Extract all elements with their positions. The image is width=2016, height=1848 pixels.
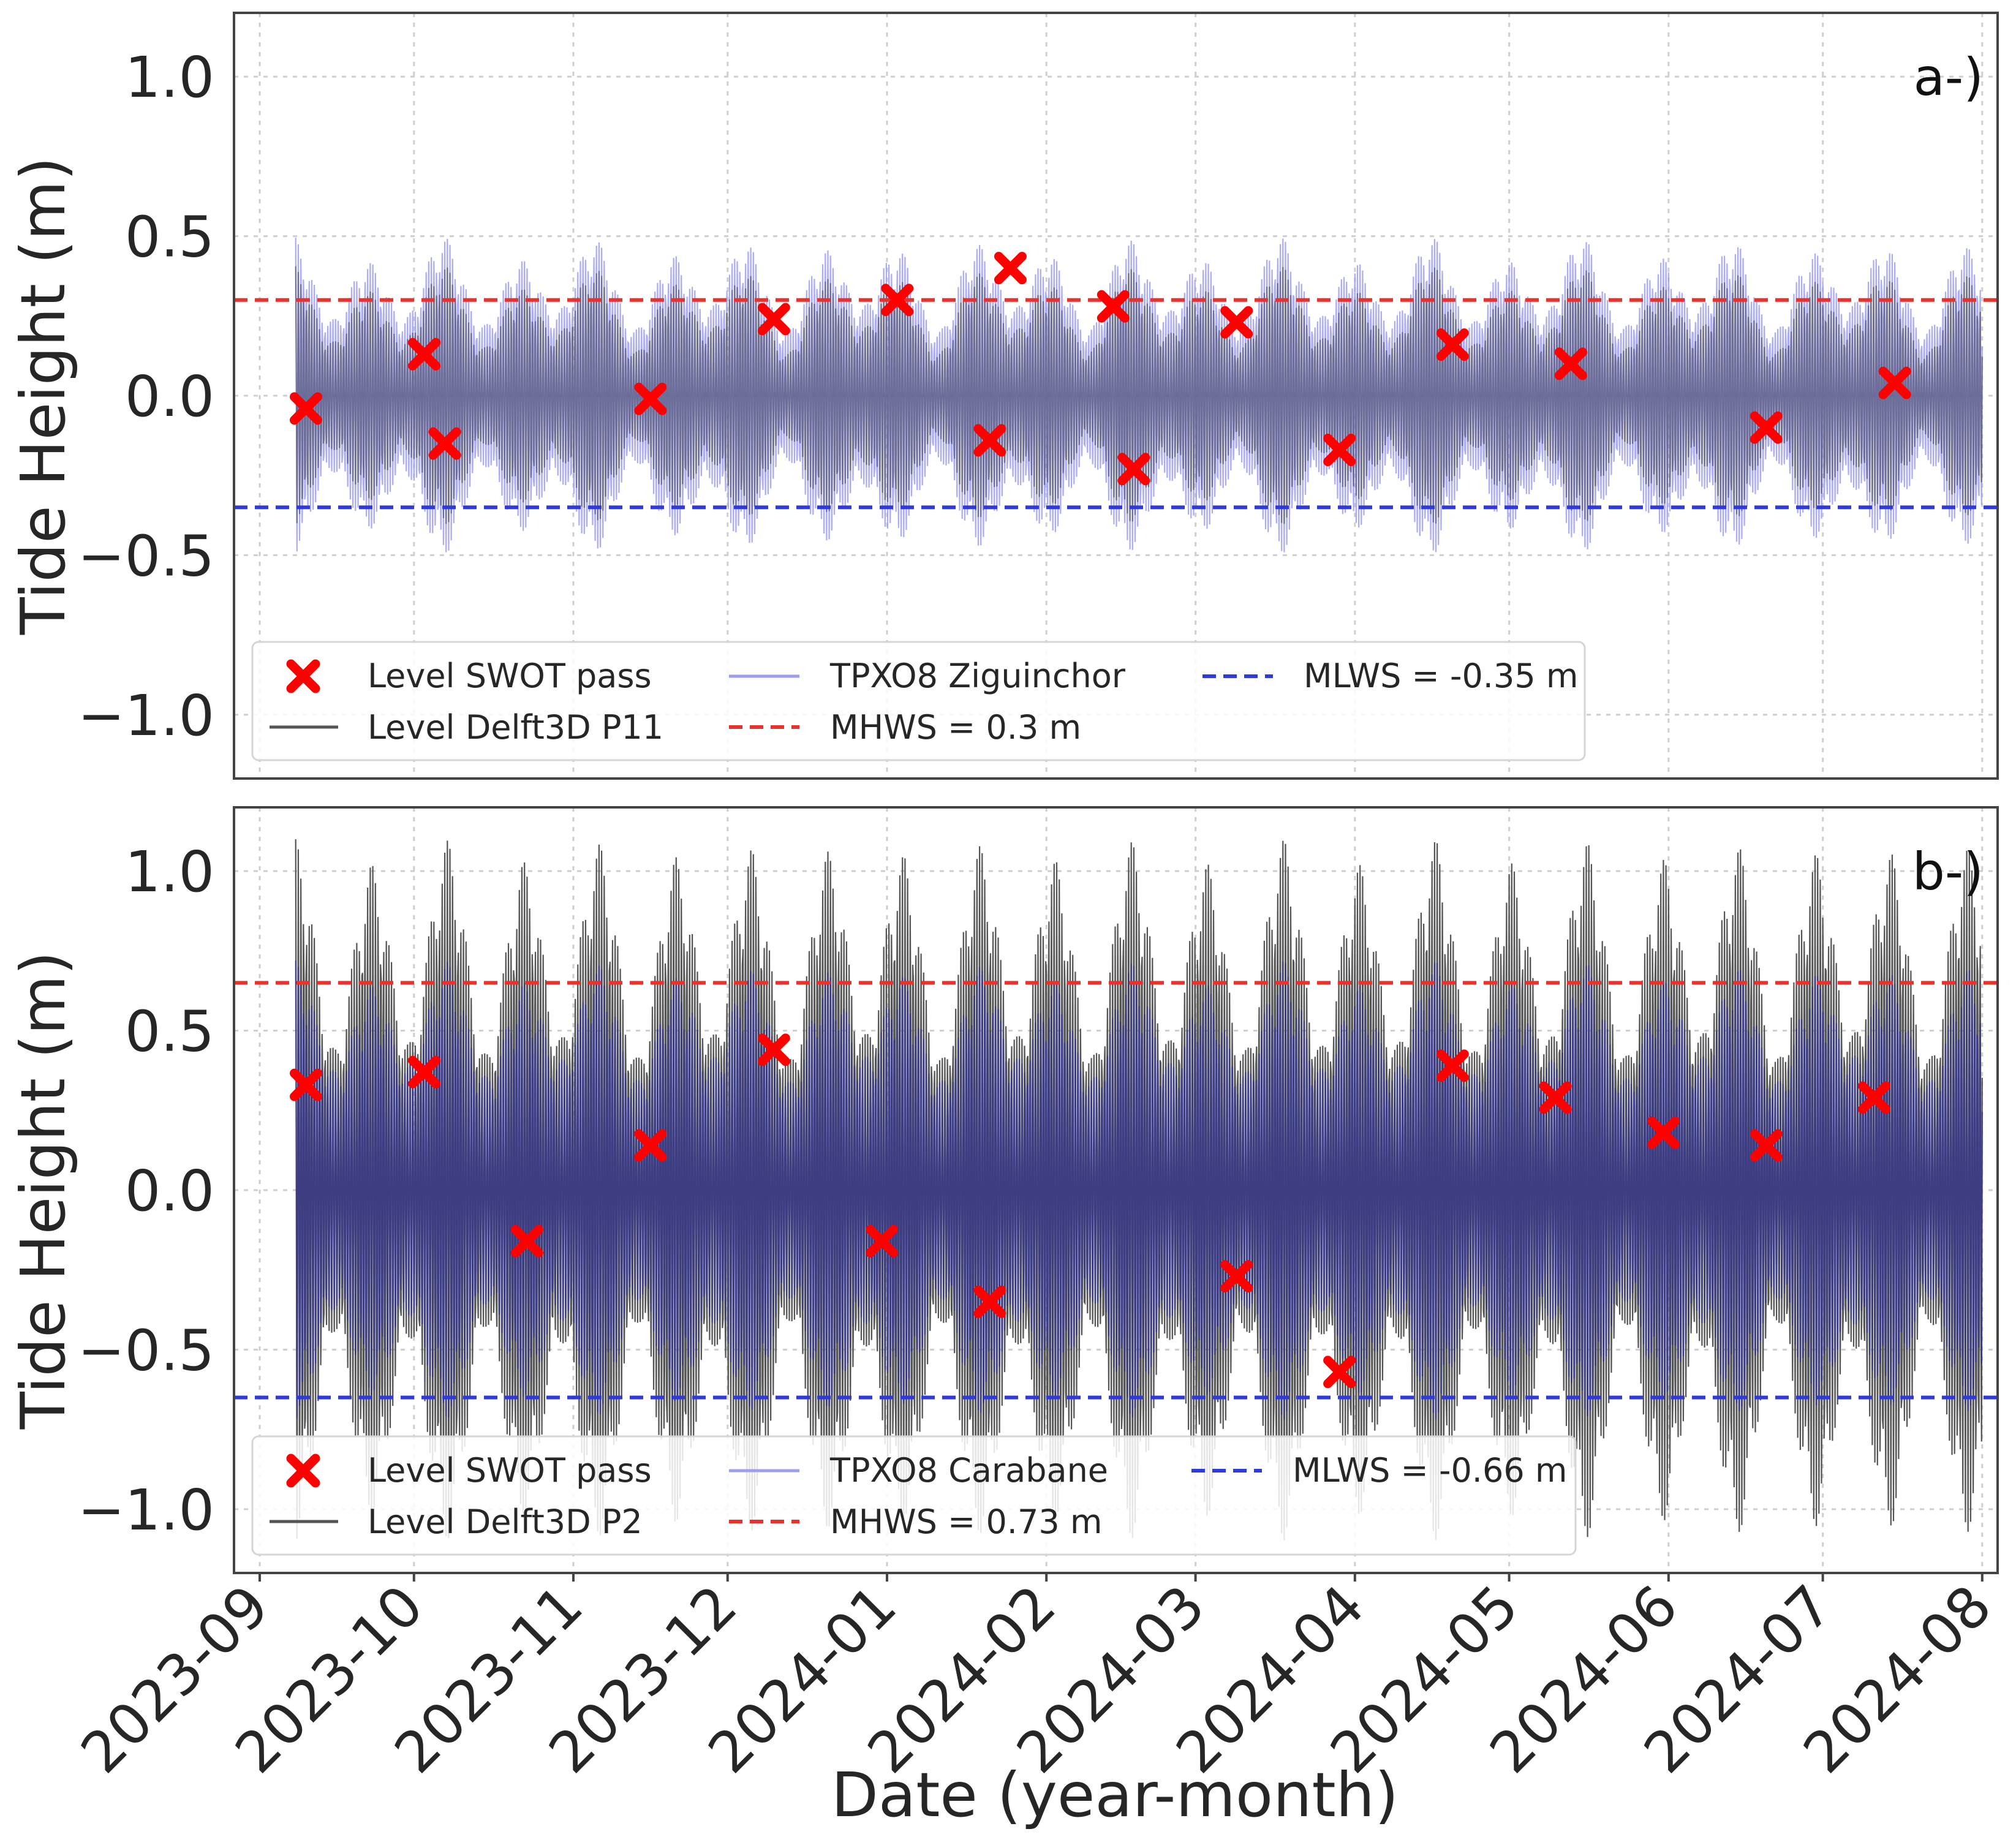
panel-b-legend-mlws: MLWS = -0.66 m xyxy=(1293,1451,1567,1490)
swot-marker xyxy=(1220,306,1253,339)
y-tick-label: 1.0 xyxy=(125,45,214,110)
swot-marker xyxy=(1436,328,1469,361)
panel-a-plot-area xyxy=(234,238,1998,553)
panel-a-legend-mhws: MHWS = 0.3 m xyxy=(830,708,1081,747)
panel-a-y-ticks: 1.0 0.5 0.0 −0.5 −1.0 xyxy=(78,45,214,749)
panel-a-delft3d-line xyxy=(295,266,1983,524)
swot-marker xyxy=(757,303,790,336)
panel-a-label: a-) xyxy=(1913,47,1984,107)
swot-marker xyxy=(1750,411,1783,444)
panel-b-legend-box xyxy=(251,1435,1577,1556)
y-tick-label: −0.5 xyxy=(78,523,214,589)
y-tick-label: −1.0 xyxy=(78,683,214,749)
panel-b-y-axis-label: Tide Height (m) xyxy=(7,951,79,1430)
swot-marker xyxy=(1554,347,1587,380)
swot-marker xyxy=(1117,453,1150,486)
panel-a-frame xyxy=(233,12,1999,780)
swot-marker xyxy=(1647,1116,1680,1149)
swot-marker xyxy=(881,284,914,317)
y-tick-label: 0.5 xyxy=(125,205,214,270)
panel-a-legend: Level SWOT pass Level Delft3D P11 TPXO8 … xyxy=(251,641,1586,761)
swot-marker xyxy=(1539,1081,1572,1114)
panel-b-legend: Level SWOT pass Level Delft3D P2 TPXO8 C… xyxy=(251,1435,1577,1556)
swot-marker xyxy=(510,1224,543,1258)
swot-marker xyxy=(1858,1081,1891,1114)
y-tick-label: −1.0 xyxy=(78,1477,214,1543)
panel-b-plot-area xyxy=(234,839,1998,1541)
panel-a-legend-mlws: MLWS = -0.35 m xyxy=(1304,657,1578,695)
panel-b-swot-markers xyxy=(290,1033,1891,1389)
panel-a-swot-markers xyxy=(290,252,1911,486)
panel-a: 1.0 0.5 0.0 −0.5 −1.0 Tide Height (m) a-) Le… xyxy=(7,12,1999,780)
panel-b-frame xyxy=(233,806,1999,1574)
swot-marker xyxy=(1097,290,1130,323)
swot-marker xyxy=(408,338,441,371)
panel-a-legend-swot: Level SWOT pass xyxy=(368,657,652,695)
panel-b-label: b-) xyxy=(1912,842,1984,902)
y-tick-label: 0.5 xyxy=(125,999,214,1065)
panel-a-legend-delft: Level Delft3D P11 xyxy=(368,708,663,747)
swot-marker xyxy=(1220,1260,1253,1293)
swot-marker xyxy=(428,427,461,460)
swot-marker xyxy=(1750,1129,1783,1162)
x-axis-label: Date (year-month) xyxy=(831,1759,1399,1831)
y-tick-label: 1.0 xyxy=(125,839,214,905)
panel-b-legend-tpxo: TPXO8 Carabane xyxy=(829,1451,1108,1490)
panel-b-legend-swot: Level SWOT pass xyxy=(368,1451,652,1490)
panel-b-legend-swot-icon xyxy=(286,1454,320,1488)
panel-b-y-ticks: 1.0 0.5 0.0 −0.5 −1.0 xyxy=(78,839,214,1543)
swot-marker xyxy=(866,1224,899,1258)
y-tick-label: −0.5 xyxy=(78,1318,214,1383)
swot-marker xyxy=(634,1129,667,1162)
y-tick-label: 0.0 xyxy=(125,1158,214,1224)
panel-b-legend-delft: Level Delft3D P2 xyxy=(368,1503,643,1541)
panel-a-legend-tpxo: TPXO8 Ziguinchor xyxy=(829,657,1126,695)
swot-marker xyxy=(973,1285,1006,1318)
swot-marker xyxy=(757,1033,790,1066)
panel-a-y-axis-label: Tide Height (m) xyxy=(7,157,79,635)
swot-marker xyxy=(1323,434,1356,467)
swot-marker xyxy=(290,392,323,425)
swot-marker xyxy=(634,382,667,415)
swot-marker xyxy=(1436,1049,1469,1082)
panel-b-legend-mhws: MHWS = 0.73 m xyxy=(830,1503,1102,1541)
y-tick-label: 0.0 xyxy=(125,364,214,429)
swot-marker xyxy=(408,1055,441,1088)
panel-a-legend-box xyxy=(251,641,1586,761)
swot-marker xyxy=(1323,1356,1356,1389)
swot-marker xyxy=(973,424,1006,457)
swot-marker xyxy=(290,1068,323,1101)
swot-marker xyxy=(1878,366,1911,399)
panel-a-legend-swot-icon xyxy=(286,659,320,693)
panel-b-tpxo8-line xyxy=(295,960,1983,1420)
swot-marker xyxy=(994,252,1027,285)
